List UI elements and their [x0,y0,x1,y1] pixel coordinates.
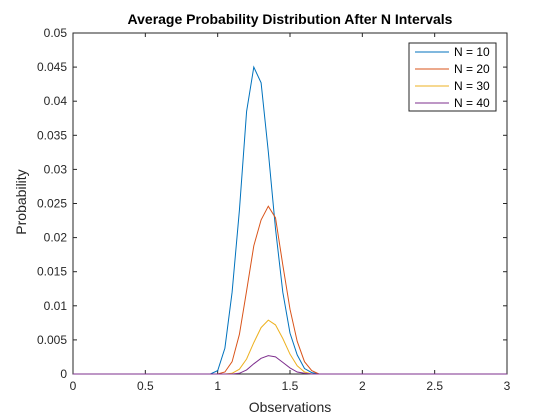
y-tick-label: 0 [60,367,67,381]
legend-box [408,42,497,112]
x-tick-label: 0 [70,379,77,393]
series-line-4 [73,355,507,375]
x-axis-title: Observations [249,399,331,415]
y-tick-label: 0.035 [37,128,67,142]
x-tick-label: 1 [214,379,221,393]
y-tick-label: 0.045 [37,60,67,74]
y-tick-label: 0.025 [37,197,67,211]
x-tick-label: 2 [359,379,366,393]
chart-title: Average Probability Distribution After N… [128,11,453,27]
x-tick-label: 1.5 [282,379,299,393]
legend-label-2: N = 20 [454,62,490,76]
x-tick-label: 0.5 [137,379,154,393]
legend-label-3: N = 30 [454,79,490,93]
plot-area: 0 0.5 1 1.5 2 2.5 3 0 0.005 0.01 0.015 0.02 0.025 0.0… [37,26,511,393]
legend-label-1: N = 10 [454,45,490,59]
y-tick-label: 0.015 [37,265,67,279]
y-tick-label: 0.01 [44,299,68,313]
y-tick-label: 0.04 [44,94,68,108]
y-axis-title: Probability [13,169,29,234]
y-tick-label: 0.03 [44,162,68,176]
x-tick-label: 3 [504,379,511,393]
legend-label-4: N = 40 [454,96,490,110]
y-tick-label: 0.02 [44,231,68,245]
x-tick-label: 2.5 [426,379,443,393]
y-tick-label: 0.005 [37,333,67,347]
y-tick-label: 0.05 [44,26,68,40]
